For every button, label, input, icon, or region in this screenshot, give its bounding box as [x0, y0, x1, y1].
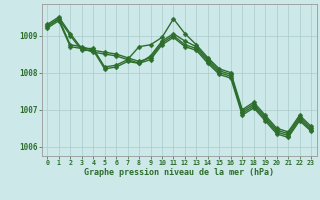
- X-axis label: Graphe pression niveau de la mer (hPa): Graphe pression niveau de la mer (hPa): [84, 168, 274, 177]
